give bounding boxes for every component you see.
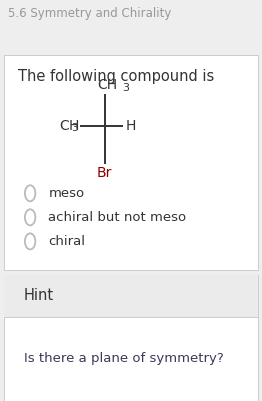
Text: chiral: chiral <box>48 235 85 248</box>
Text: 3: 3 <box>71 124 77 133</box>
Text: C: C <box>59 119 69 133</box>
Text: achiral but not meso: achiral but not meso <box>48 211 187 224</box>
Text: meso: meso <box>48 187 85 200</box>
Text: H: H <box>68 119 79 133</box>
Text: 3: 3 <box>122 83 129 93</box>
Text: CH: CH <box>97 78 117 92</box>
Text: 5.6 Symmetry and Chirality: 5.6 Symmetry and Chirality <box>8 7 171 20</box>
FancyBboxPatch shape <box>4 55 258 270</box>
FancyBboxPatch shape <box>4 275 258 401</box>
Text: Br: Br <box>97 166 112 180</box>
Text: Is there a plane of symmetry?: Is there a plane of symmetry? <box>24 352 223 365</box>
Text: The following compound is: The following compound is <box>18 69 215 85</box>
Text: H: H <box>126 119 137 133</box>
FancyBboxPatch shape <box>4 275 258 317</box>
Text: Hint: Hint <box>24 288 54 303</box>
